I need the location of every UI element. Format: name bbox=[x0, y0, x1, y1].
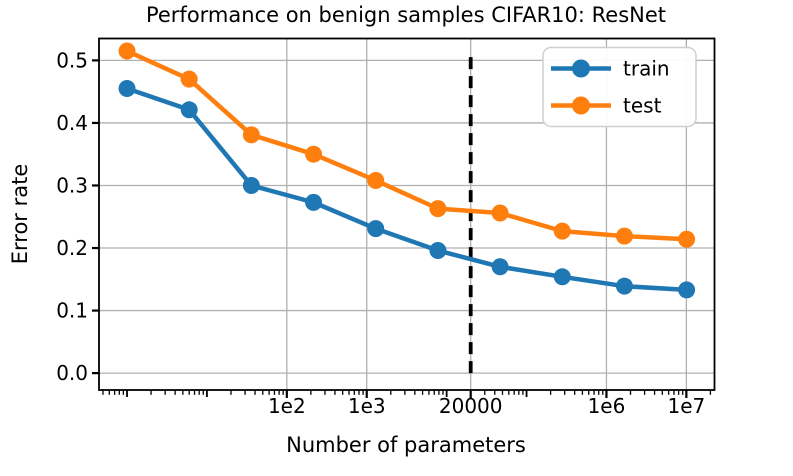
x-tick-label: 1e3 bbox=[348, 394, 386, 418]
y-tick-label: 0.0 bbox=[56, 361, 88, 385]
legend: train test bbox=[542, 46, 697, 128]
y-tick-label: 0.5 bbox=[56, 48, 88, 72]
chart-title: Performance on benign samples CIFAR10: R… bbox=[146, 3, 666, 27]
plot-border bbox=[98, 37, 716, 391]
legend-marker-sample bbox=[572, 59, 590, 78]
x-axis-label: Number of parameters bbox=[286, 433, 526, 457]
legend-marker-sample bbox=[572, 96, 590, 115]
series-train-line bbox=[124, 86, 689, 293]
legend-label-train: train bbox=[623, 57, 670, 81]
axes-spines bbox=[98, 37, 716, 391]
data-series bbox=[118, 42, 696, 299]
series-train-marker bbox=[553, 268, 571, 286]
series-test-marker bbox=[180, 70, 198, 88]
y-tick-label: 0.1 bbox=[56, 299, 88, 323]
legend-box bbox=[542, 46, 697, 128]
series-test-marker bbox=[553, 222, 571, 240]
series-test-marker bbox=[367, 171, 385, 189]
y-tick-label: 0.4 bbox=[56, 111, 88, 135]
series-test-marker bbox=[429, 200, 447, 218]
legend-entry-train: train bbox=[551, 57, 670, 81]
series-test-marker bbox=[491, 204, 509, 222]
x-tick-label: 1e7 bbox=[667, 394, 705, 418]
series-train-marker bbox=[118, 80, 136, 98]
x-tick-label: 1e2 bbox=[268, 394, 306, 418]
series-test-marker bbox=[118, 42, 136, 60]
x-tick-label: 1e6 bbox=[588, 394, 626, 418]
series-test bbox=[118, 42, 696, 248]
series-train bbox=[118, 80, 696, 299]
y-tick-labels: 0.0 0.1 0.2 0.3 0.4 0.5 bbox=[56, 48, 88, 385]
y-tick-label: 0.3 bbox=[56, 173, 88, 197]
series-test-marker bbox=[305, 145, 323, 163]
legend-entry-test: test bbox=[551, 94, 662, 118]
x-tick-labels: 1e2 1e3 20000 1e6 1e7 bbox=[268, 394, 705, 418]
axis-ticks bbox=[92, 59, 712, 398]
legend-label-test: test bbox=[623, 94, 662, 118]
x-tick-label: 20000 bbox=[439, 394, 503, 418]
series-train-marker bbox=[242, 176, 260, 194]
series-train-marker bbox=[429, 242, 447, 260]
series-train-marker bbox=[305, 193, 323, 211]
series-train-marker bbox=[180, 101, 198, 119]
series-test-marker bbox=[615, 227, 633, 245]
y-axis-label: Error rate bbox=[8, 164, 32, 265]
series-test-line bbox=[124, 48, 689, 242]
y-tick-label: 0.2 bbox=[56, 236, 88, 260]
series-train-marker bbox=[367, 220, 385, 238]
series-train-marker bbox=[678, 281, 696, 299]
series-train-marker bbox=[491, 258, 509, 276]
series-train-marker bbox=[615, 277, 633, 295]
series-test-marker bbox=[242, 126, 260, 144]
series-test-marker bbox=[678, 230, 696, 248]
